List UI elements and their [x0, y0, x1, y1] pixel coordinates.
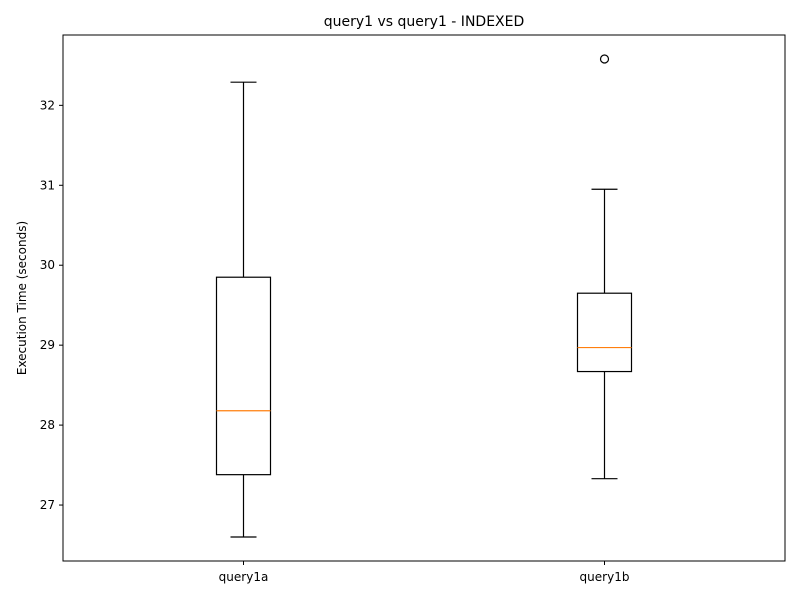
x-tick-label: query1b — [580, 570, 630, 584]
y-tick-label: 28 — [40, 418, 55, 432]
y-tick-label: 29 — [40, 338, 55, 352]
y-axis: 27 28 29 30 31 32 — [40, 98, 63, 512]
y-tick-label: 31 — [40, 178, 55, 192]
iqr-box — [576, 292, 633, 373]
y-tick-label: 32 — [40, 98, 55, 112]
box-group-query1a — [215, 81, 272, 538]
y-tick-label: 30 — [40, 258, 55, 272]
box-series — [215, 54, 633, 538]
axes-frame — [62, 34, 786, 562]
y-tick-label: 27 — [40, 498, 55, 512]
chart-title: query1 vs query1 - INDEXED — [324, 14, 525, 30]
x-axis: query1a query1b — [219, 561, 630, 584]
box-group-query1b — [576, 54, 633, 480]
x-tick-label: query1a — [219, 570, 269, 584]
iqr-box — [215, 276, 272, 476]
y-axis-label: Execution Time (seconds) — [15, 221, 29, 375]
outlier-point — [599, 54, 610, 64]
